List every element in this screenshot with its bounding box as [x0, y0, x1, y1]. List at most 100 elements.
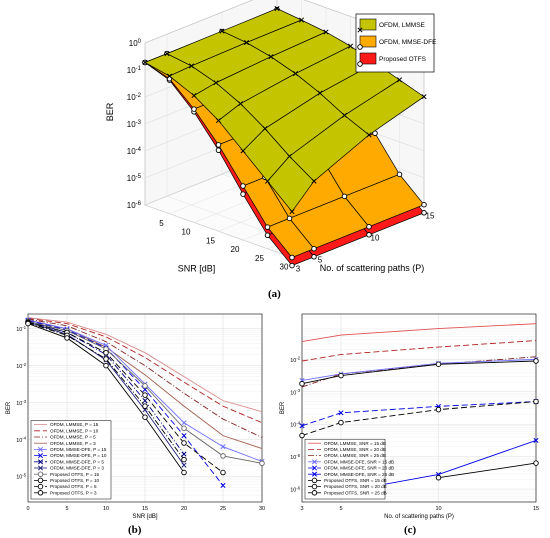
chart-a-p-tick-label: 5 — [318, 256, 323, 265]
chart-a-p-tick-label: 15 — [426, 212, 435, 221]
chart-a-zlabel: BER — [105, 102, 115, 121]
chart-c-series-6 — [299, 358, 539, 387]
chart-a-surface-marker — [219, 28, 225, 34]
chart-b-series-point — [220, 469, 226, 476]
chart-a-surface-marker — [142, 59, 148, 65]
chart-b-series-line — [27, 317, 263, 413]
chart-c-ylabel: BER — [280, 401, 286, 414]
chart-b-legend-label: OFDM, LMMSE, P = 10 — [50, 428, 99, 433]
chart-a-surface-marker — [289, 209, 295, 215]
chart-a-surface-marker — [240, 191, 246, 197]
chart-a-legend-marker — [357, 61, 363, 67]
chart-b-legend-label: OFDM, LMMSE, P = 3 — [50, 441, 96, 446]
chart-c-x-tick-label: 10 — [435, 506, 441, 512]
chart-c-series-point — [338, 410, 344, 416]
chart-b-ber-vs-snr: 10-1 10-2 10-3 10-4 10-5 0 5 10 15 20 25 30 SNR [dB]… — [6, 313, 265, 520]
chart-a-surface-marker — [286, 153, 293, 159]
chart-a-surface-marker — [421, 210, 427, 216]
chart-c-legend-label: OFDM, MMSE-DFE, SNR = 25 dB — [324, 472, 394, 477]
chart-a-surface-marker — [213, 80, 219, 86]
chart-b-legend-label: Proposed OTFS, P = 15 — [50, 472, 100, 477]
chart-a-z-tick-label: 10-2 — [127, 93, 142, 102]
chart-a-surface-marker — [323, 29, 329, 35]
chart-a-ylabel: No. of scattering paths (P) — [320, 263, 425, 273]
chart-b-series-point — [181, 451, 187, 457]
chart-a-surface-marker — [215, 142, 222, 148]
chart-a-surface-marker — [289, 262, 295, 269]
chart-a-surface-marker — [366, 223, 372, 230]
chart-c-legend-label: OFDM, MMSE-DFE, SNR = 20 dB — [324, 466, 394, 471]
chart-c-legend-label: OFDM, LMMSE, SNR = 25 dB — [324, 453, 386, 458]
chart-b-x-tick-label: 10 — [103, 506, 109, 512]
chart-b-series-point — [142, 398, 148, 404]
chart-a-surface-marker — [292, 70, 299, 77]
chart-c-series-point — [533, 437, 539, 443]
chart-c-legend-marker — [311, 483, 318, 490]
chart-c-series-line — [301, 323, 537, 342]
chart-b-legend-marker — [37, 490, 44, 496]
chart-a-xlabel: SNR [dB] — [178, 263, 216, 273]
chart-b-y-tick-label: 10-1 — [16, 325, 26, 333]
chart-b-legend-marker — [37, 477, 44, 484]
chart-a-surface-marker — [164, 51, 170, 57]
chart-c-x-tick-label: 3 — [300, 506, 303, 512]
chart-a-z-tick-label: 10-3 — [127, 120, 142, 129]
chart-b-y-tick-label: 10-2 — [16, 362, 26, 370]
chart-a-surface-marker — [274, 6, 280, 12]
chart-c-series-point — [533, 358, 539, 364]
chart-a-snr-tick-label: 10 — [182, 228, 191, 237]
panel-label-a: (a) — [268, 288, 281, 300]
chart-b-series-2 — [27, 318, 263, 438]
chart-b-legend-label: OFDM, MMSE-DFE, P = 5 — [50, 459, 104, 464]
chart-b-series-point — [103, 356, 109, 362]
chart-c-series-1 — [301, 340, 537, 362]
chart-a-p-tick-label: 10 — [371, 234, 380, 243]
chart-a-surface-marker — [311, 245, 317, 252]
chart-b-ylabel: BER — [6, 401, 12, 414]
chart-c-series-point — [435, 361, 442, 367]
chart-b-legend-marker — [37, 446, 44, 452]
chart-a-surface-0 — [142, 6, 427, 215]
chart-a-z-tick-label: 10-5 — [127, 174, 142, 183]
chart-a-surface-marker — [166, 73, 173, 79]
chart-b-series-point — [181, 433, 187, 439]
chart-a-surface-marker — [341, 193, 348, 200]
chart-b-x-tick-label: 0 — [26, 506, 29, 512]
chart-a-surface-marker — [311, 178, 317, 184]
chart-c-legend-marker — [311, 465, 318, 471]
chart-c-legend-label: OFDM, LMMSE, SNR = 15 dB — [324, 441, 386, 446]
chart-c-legend-label: Proposed OTFS, SNR = 15 dB — [324, 478, 387, 483]
chart-b-series-point — [181, 425, 187, 432]
chart-c-legend-marker — [311, 459, 318, 465]
chart-b-series-line — [27, 318, 263, 438]
chart-c-y-tick-label: 10-4 — [290, 421, 300, 429]
chart-a-surface-marker — [237, 101, 244, 107]
chart-a-surface-marker — [191, 106, 197, 112]
chart-a-legend: OFDM, LMMSE OFDM, MMSE-DFE Proposed OTFS — [355, 13, 437, 73]
chart-a-snr-tick-label: 30 — [280, 263, 289, 272]
chart-b-series-point — [220, 453, 226, 459]
chart-c-ber-vs-paths: 10-2 10-3 10-4 10-5 10-6 3 5 10 15 No. of scatter… — [280, 313, 539, 520]
chart-c-series-line — [301, 360, 537, 385]
chart-c-series-point — [338, 419, 344, 426]
chart-a-surface-marker — [366, 132, 372, 138]
chart-c-series-0 — [301, 323, 537, 342]
chart-c-series-point — [338, 372, 344, 379]
chart-b-series-0 — [27, 317, 263, 413]
chart-a-surface-marker — [264, 232, 271, 238]
chart-a-p-tick-label: 3 — [296, 265, 301, 274]
chart-a-surface-marker — [421, 201, 427, 208]
chart-c-series-point — [435, 406, 442, 413]
chart-b-legend-label: Proposed OTFS, P = 3 — [50, 490, 97, 495]
chart-a-surface-marker — [191, 93, 197, 99]
chart-a-z-tick-label: 10-6 — [127, 201, 142, 210]
chart-a-legend-label: Proposed OTFS — [379, 56, 427, 63]
chart-b-series-point — [181, 456, 187, 463]
chart-a-snr-tick-label: 15 — [206, 236, 215, 245]
chart-b-series-point — [181, 440, 187, 446]
chart-b-series-line — [27, 322, 185, 460]
chart-a-legend-label: OFDM, MMSE-DFE — [379, 39, 437, 46]
